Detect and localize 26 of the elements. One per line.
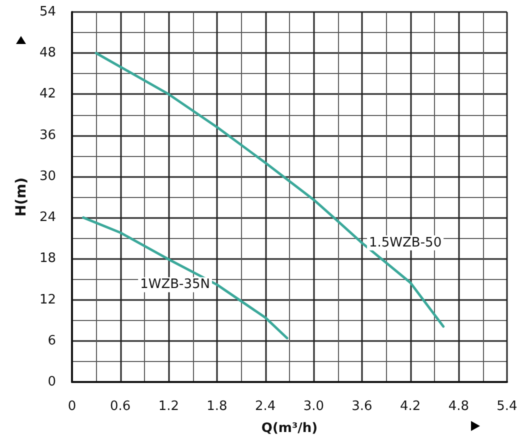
x-tick-label: 1.8 [206, 399, 228, 414]
y-tick-label: 0 [48, 374, 56, 390]
y-tick-label: 42 [39, 86, 56, 102]
x-tick-label: 1.2 [158, 399, 180, 414]
x-tick-label: 5.4 [496, 399, 518, 414]
y-tick-label: 24 [39, 210, 56, 226]
line-series [82, 216, 288, 340]
series-label: 1WZB-35N [140, 277, 210, 292]
x-tick-label: 3.6 [352, 399, 372, 414]
y-axis-title: H(m) [14, 177, 30, 217]
y-tick-label: 54 [39, 4, 56, 20]
y-tick-label: 6 [48, 333, 56, 348]
y-tick-label: 30 [39, 168, 56, 184]
x-tick-label: 0 [68, 399, 76, 414]
x-axis-title: Q(m³/h) [261, 421, 318, 436]
y-tick-label: 36 [39, 128, 56, 143]
x-tick-label: 4.2 [400, 399, 421, 414]
x-tick-label: 3.0 [303, 399, 324, 414]
series-label: 1.5WZB-50 [369, 235, 442, 250]
line-series [94, 52, 445, 328]
x-tick-label: 0.6 [110, 399, 131, 414]
x-tick-label: 4.8 [448, 399, 470, 414]
y-tick-label: 12 [39, 292, 56, 308]
y-tick-label: 48 [39, 46, 56, 61]
y-tick-label: 18 [39, 251, 56, 266]
x-tick-label: 2.4 [254, 399, 276, 414]
